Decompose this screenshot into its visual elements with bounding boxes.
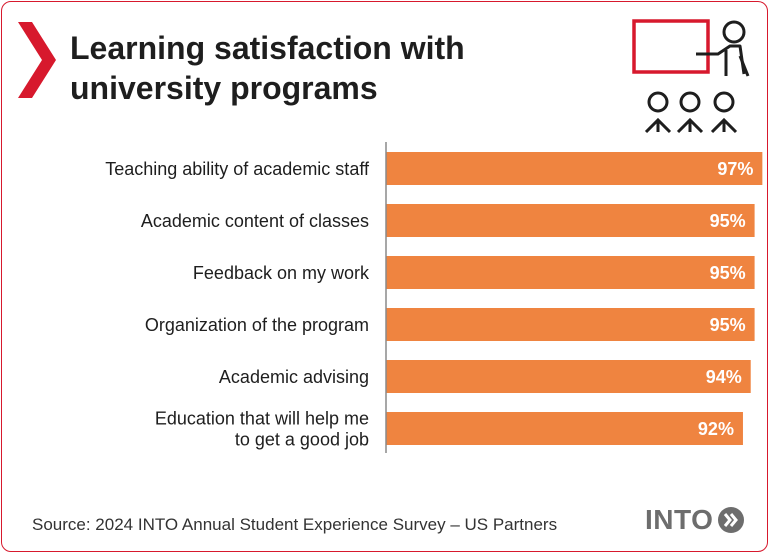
title-line-1: Learning satisfaction with bbox=[70, 30, 465, 66]
category-label-2: Feedback on my work bbox=[193, 263, 370, 283]
category-label-4: Academic advising bbox=[219, 367, 369, 387]
bar-3 bbox=[386, 308, 755, 341]
bar-0 bbox=[386, 152, 763, 185]
chevron-right-icon bbox=[18, 22, 56, 98]
category-label-5-line-1: to get a good job bbox=[235, 430, 369, 450]
bar-value-label-1: 95% bbox=[710, 211, 746, 231]
into-logo: INTO bbox=[645, 504, 746, 536]
category-label-3: Organization of the program bbox=[145, 315, 369, 335]
classroom-presentation-icon bbox=[632, 19, 750, 134]
bar-value-label-3: 95% bbox=[710, 315, 746, 335]
page-title: Learning satisfaction with university pr… bbox=[70, 28, 465, 108]
category-label-0: Teaching ability of academic staff bbox=[105, 159, 370, 179]
bar-1 bbox=[386, 204, 755, 237]
title-line-2: university programs bbox=[70, 70, 378, 106]
bar-value-label-5: 92% bbox=[698, 419, 734, 439]
bar-value-label-0: 97% bbox=[717, 159, 753, 179]
logo-wordmark: INTO bbox=[645, 504, 714, 535]
category-label-1: Academic content of classes bbox=[141, 211, 369, 231]
bar-2 bbox=[386, 256, 755, 289]
bar-value-label-2: 95% bbox=[710, 263, 746, 283]
bar-5 bbox=[386, 412, 743, 445]
bar-value-label-4: 94% bbox=[706, 367, 742, 387]
source-note: Source: 2024 INTO Annual Student Experie… bbox=[32, 515, 558, 534]
into-logo-icon bbox=[718, 507, 745, 533]
bar-4 bbox=[386, 360, 751, 393]
category-label-5-line-0: Education that will help me bbox=[155, 409, 369, 429]
